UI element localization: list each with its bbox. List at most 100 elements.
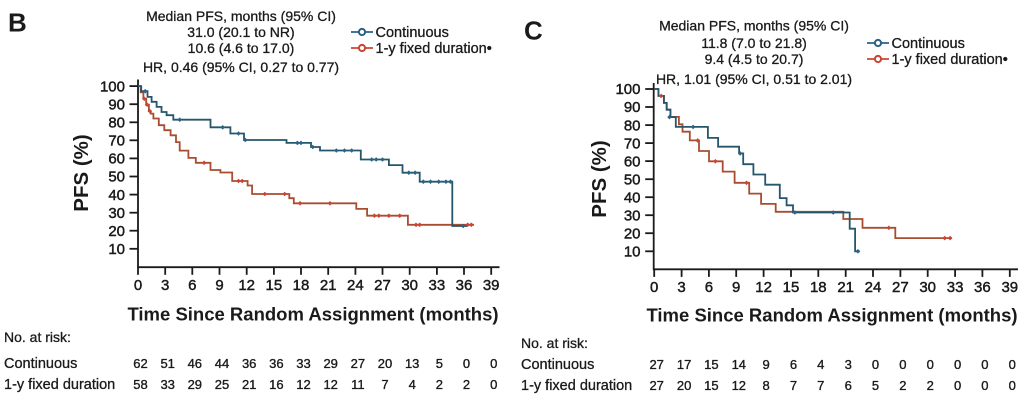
svg-text:4: 4 — [409, 377, 416, 392]
svg-text:0: 0 — [134, 277, 142, 294]
svg-text:10.6 (4.6 to 17.0): 10.6 (4.6 to 17.0) — [188, 40, 295, 56]
svg-text:33: 33 — [947, 279, 964, 296]
svg-text:0: 0 — [463, 356, 470, 371]
svg-text:15: 15 — [783, 279, 800, 296]
svg-text:7: 7 — [817, 378, 824, 393]
svg-text:31.0 (20.1 to NR): 31.0 (20.1 to NR) — [187, 24, 294, 40]
svg-text:90: 90 — [624, 99, 641, 116]
svg-text:C: C — [524, 16, 543, 46]
svg-text:HR, 0.46 (95% CI, 0.27 to 0.77: HR, 0.46 (95% CI, 0.27 to 0.77) — [143, 59, 339, 75]
svg-text:15: 15 — [704, 378, 718, 393]
svg-text:6: 6 — [845, 378, 852, 393]
svg-text:20: 20 — [677, 378, 691, 393]
svg-text:14: 14 — [732, 357, 746, 372]
svg-text:30: 30 — [919, 279, 936, 296]
svg-text:80: 80 — [108, 115, 125, 132]
svg-text:15: 15 — [266, 277, 283, 294]
svg-text:21: 21 — [320, 277, 337, 294]
svg-text:100: 100 — [100, 78, 125, 95]
svg-text:0: 0 — [954, 378, 961, 393]
svg-text:17: 17 — [677, 357, 691, 372]
svg-text:8: 8 — [762, 378, 769, 393]
svg-text:5: 5 — [872, 378, 879, 393]
svg-text:30: 30 — [108, 205, 125, 222]
svg-text:12: 12 — [323, 377, 337, 392]
svg-text:60: 60 — [108, 151, 125, 168]
svg-text:0: 0 — [927, 357, 934, 372]
svg-text:1-y fixed duration: 1-y fixed duration — [4, 377, 115, 393]
svg-text:7: 7 — [790, 378, 797, 393]
svg-text:60: 60 — [624, 153, 641, 170]
svg-text:2: 2 — [463, 377, 470, 392]
svg-text:24: 24 — [865, 279, 882, 296]
svg-text:11.8 (7.0 to 21.8): 11.8 (7.0 to 21.8) — [701, 35, 807, 51]
svg-text:62: 62 — [133, 356, 147, 371]
svg-text:0: 0 — [490, 377, 497, 392]
svg-text:20: 20 — [624, 225, 641, 242]
svg-text:50: 50 — [624, 171, 641, 188]
svg-text:PFS (%): PFS (%) — [70, 134, 93, 211]
svg-text:9: 9 — [732, 279, 740, 296]
svg-text:No. at risk:: No. at risk: — [4, 329, 71, 345]
svg-text:1-y fixed duration•: 1-y fixed duration• — [892, 52, 1008, 68]
svg-text:Continuous: Continuous — [521, 357, 594, 373]
svg-text:9: 9 — [215, 277, 223, 294]
svg-text:3: 3 — [161, 277, 169, 294]
svg-text:0: 0 — [899, 357, 906, 372]
svg-text:51: 51 — [160, 356, 174, 371]
svg-text:13: 13 — [405, 356, 419, 371]
svg-text:9: 9 — [762, 357, 769, 372]
svg-text:9.4 (4.5 to 20.7): 9.4 (4.5 to 20.7) — [705, 51, 804, 67]
svg-text:36: 36 — [242, 356, 256, 371]
svg-text:20: 20 — [378, 356, 392, 371]
svg-text:PFS (%): PFS (%) — [588, 140, 611, 217]
svg-text:80: 80 — [624, 117, 641, 134]
svg-text:Time Since Random Assignment (: Time Since Random Assignment (months) — [646, 305, 1017, 326]
svg-text:36: 36 — [269, 356, 283, 371]
svg-text:0: 0 — [981, 357, 988, 372]
svg-text:27: 27 — [649, 357, 663, 372]
svg-text:6: 6 — [790, 357, 797, 372]
svg-text:12: 12 — [296, 377, 310, 392]
svg-text:1-y fixed duration: 1-y fixed duration — [521, 378, 632, 394]
svg-text:0: 0 — [1009, 378, 1016, 393]
svg-text:27: 27 — [374, 277, 391, 294]
svg-text:5: 5 — [436, 356, 443, 371]
svg-text:15: 15 — [704, 357, 718, 372]
svg-text:Continuous: Continuous — [376, 25, 449, 41]
svg-text:27: 27 — [351, 356, 365, 371]
svg-text:33: 33 — [296, 356, 310, 371]
svg-text:36: 36 — [456, 277, 473, 294]
svg-text:25: 25 — [215, 377, 229, 392]
svg-text:0: 0 — [954, 357, 961, 372]
svg-text:0: 0 — [981, 378, 988, 393]
svg-text:20: 20 — [108, 223, 125, 240]
svg-text:HR, 1.01 (95% CI, 0.51 to 2.01: HR, 1.01 (95% CI, 0.51 to 2.01) — [656, 71, 852, 87]
svg-text:Median PFS, months (95% CI): Median PFS, months (95% CI) — [659, 18, 849, 34]
svg-text:Median PFS, months (95% CI): Median PFS, months (95% CI) — [146, 8, 336, 24]
svg-text:Continuous: Continuous — [4, 356, 77, 372]
svg-text:40: 40 — [624, 189, 641, 206]
svg-text:27: 27 — [892, 279, 909, 296]
svg-text:29: 29 — [188, 377, 202, 392]
svg-text:21: 21 — [837, 279, 854, 296]
svg-text:No. at risk:: No. at risk: — [521, 335, 588, 351]
svg-text:7: 7 — [381, 377, 388, 392]
svg-text:18: 18 — [810, 279, 827, 296]
svg-text:27: 27 — [649, 378, 663, 393]
svg-text:33: 33 — [160, 377, 174, 392]
svg-text:6: 6 — [705, 279, 713, 296]
svg-text:39: 39 — [1001, 279, 1018, 296]
svg-text:2: 2 — [436, 377, 443, 392]
svg-text:36: 36 — [974, 279, 991, 296]
svg-text:0: 0 — [872, 357, 879, 372]
svg-text:18: 18 — [293, 277, 310, 294]
svg-text:50: 50 — [108, 169, 125, 186]
svg-text:6: 6 — [188, 277, 196, 294]
svg-text:B: B — [8, 8, 27, 38]
svg-text:3: 3 — [677, 279, 685, 296]
svg-text:12: 12 — [732, 378, 746, 393]
svg-text:90: 90 — [108, 96, 125, 113]
svg-text:21: 21 — [242, 377, 256, 392]
svg-text:40: 40 — [108, 187, 125, 204]
